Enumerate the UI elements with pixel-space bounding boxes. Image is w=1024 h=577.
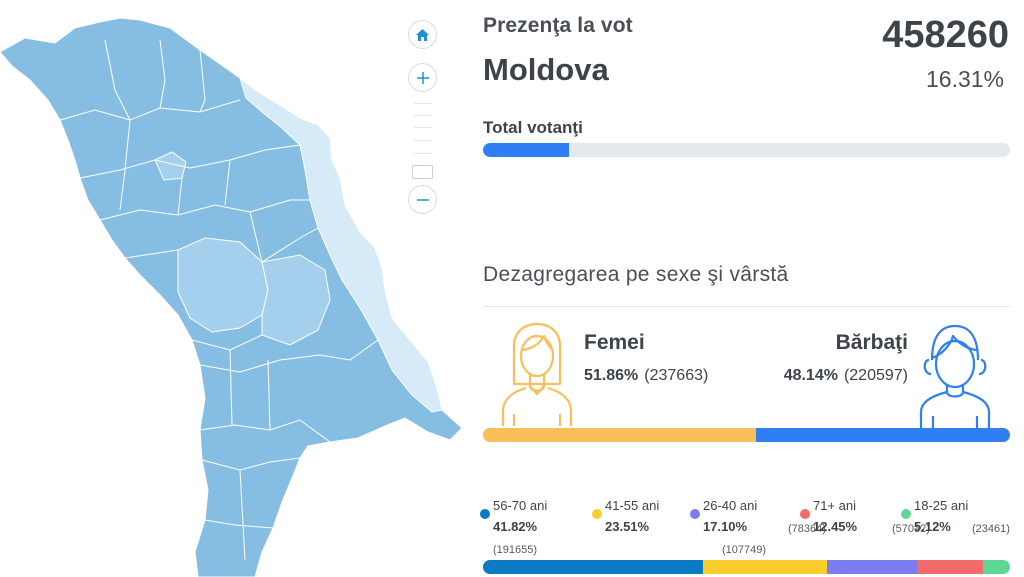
age-group-label: 56-70 ani [493, 498, 548, 513]
total-voters-label: Total votanţi [483, 118, 583, 137]
total-voters-progress-bar [483, 143, 1010, 157]
age-legend-dot [690, 509, 700, 519]
plus-icon [416, 71, 429, 84]
zoom-slider-handle[interactable] [412, 165, 433, 179]
zoom-out-button[interactable] [408, 185, 437, 214]
results-panel: Prezenţa la vot Moldova 458260 16.31% To… [462, 0, 1024, 577]
zoom-tick [414, 140, 432, 141]
age-split-bar [483, 560, 1010, 574]
age-bar-segment [703, 560, 828, 574]
turnout-percent: 16.31% [925, 66, 1004, 92]
age-group-label: 26-40 ani [703, 498, 758, 513]
age-legend-dot [592, 509, 602, 519]
age-legend: 56-70 ani 41.82% (191655) 41-55 ani 23.51% (1… [480, 497, 1020, 559]
zoom-tick [414, 153, 432, 154]
home-icon [416, 28, 429, 41]
female-icon [500, 322, 574, 431]
minus-icon [416, 194, 429, 206]
age-bar-segment [827, 560, 918, 574]
zoom-in-button[interactable] [408, 63, 437, 92]
male-count: (220597) [843, 367, 908, 384]
age-bar-segment [983, 560, 1010, 574]
age-group-label: 41-55 ani [605, 498, 660, 513]
gender-bar-female-segment [483, 428, 757, 442]
total-voters-progress-fill [483, 143, 569, 157]
age-group-count: (191655) [493, 544, 538, 556]
age-group-percent: 5.12% [914, 519, 951, 534]
age-group-count: (23461) [972, 523, 1010, 535]
total-voters-count: 458260 [882, 14, 1009, 56]
age-group-count: (57032) [892, 523, 930, 535]
map-region-north-spot[interactable] [154, 151, 187, 181]
female-label: Femei [584, 331, 645, 354]
divider [483, 306, 1010, 307]
age-group-count: (78364) [788, 523, 826, 535]
zoom-tick [414, 127, 432, 128]
age-group-percent: 23.51% [605, 519, 650, 534]
age-bar-segment [917, 560, 983, 574]
age-legend-dot [800, 509, 810, 519]
turnout-title: Prezenţa la vot [483, 14, 633, 37]
age-group-label: 71+ ani [813, 498, 857, 513]
gender-bar-male-segment [756, 428, 1010, 442]
home-button[interactable] [408, 20, 437, 49]
female-percent: 51.86% [584, 367, 639, 384]
age-group-percent: 12.45% [813, 519, 858, 534]
region-name: Moldova [483, 52, 609, 87]
breakdown-title: Dezagregarea pe sexe şi vârstă [483, 263, 789, 286]
age-group-label: 18-25 ani [914, 498, 969, 513]
zoom-tick [414, 103, 432, 104]
turnout-map[interactable] [0, 0, 462, 577]
gender-split-bar [483, 428, 1010, 442]
age-group-percent: 17.10% [703, 519, 748, 534]
map-region-east[interactable] [239, 76, 443, 413]
male-icon [917, 320, 991, 433]
male-stats: 48.14% (220597) [784, 367, 908, 385]
moldova-map[interactable] [0, 0, 462, 577]
age-legend-dot [901, 509, 911, 519]
map-region-center-east[interactable] [261, 254, 331, 346]
age-legend-dot [480, 509, 490, 519]
zoom-tick [414, 115, 432, 116]
female-count: (237663) [644, 367, 709, 384]
male-percent: 48.14% [783, 367, 838, 384]
male-label: Bărbaţi [835, 331, 908, 354]
age-group-count: (107749) [722, 544, 767, 556]
age-bar-segment [483, 560, 704, 574]
map-district-borders [59, 39, 379, 561]
age-group-percent: 41.82% [493, 519, 538, 534]
female-stats: 51.86% (237663) [584, 367, 708, 385]
